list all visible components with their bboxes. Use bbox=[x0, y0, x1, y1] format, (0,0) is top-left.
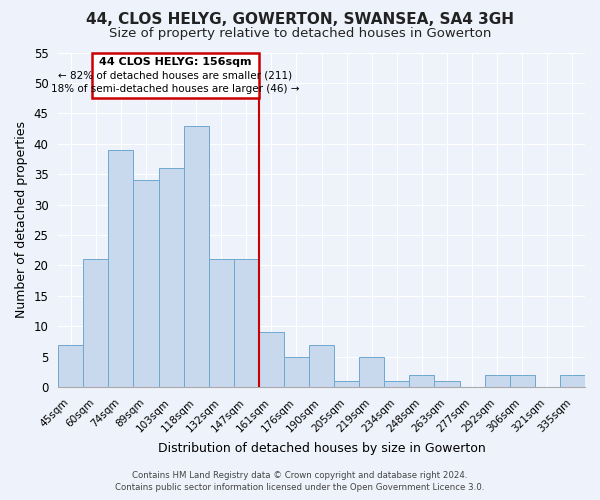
Bar bbox=[434, 381, 460, 387]
Text: ← 82% of detached houses are smaller (211): ← 82% of detached houses are smaller (21… bbox=[58, 71, 293, 81]
Bar bbox=[133, 180, 158, 387]
Text: 44 CLOS HELYG: 156sqm: 44 CLOS HELYG: 156sqm bbox=[99, 58, 251, 68]
Bar bbox=[309, 344, 334, 387]
Bar bbox=[83, 260, 109, 387]
Bar bbox=[58, 344, 83, 387]
Y-axis label: Number of detached properties: Number of detached properties bbox=[15, 122, 28, 318]
Bar bbox=[109, 150, 133, 387]
Bar bbox=[485, 375, 510, 387]
Bar bbox=[284, 356, 309, 387]
X-axis label: Distribution of detached houses by size in Gowerton: Distribution of detached houses by size … bbox=[158, 442, 485, 455]
Bar bbox=[384, 381, 409, 387]
Bar bbox=[560, 375, 585, 387]
Bar bbox=[359, 356, 384, 387]
Text: Contains HM Land Registry data © Crown copyright and database right 2024.
Contai: Contains HM Land Registry data © Crown c… bbox=[115, 471, 485, 492]
Text: 44, CLOS HELYG, GOWERTON, SWANSEA, SA4 3GH: 44, CLOS HELYG, GOWERTON, SWANSEA, SA4 3… bbox=[86, 12, 514, 28]
Bar bbox=[184, 126, 209, 387]
Bar bbox=[510, 375, 535, 387]
Bar bbox=[209, 260, 234, 387]
Bar bbox=[234, 260, 259, 387]
Bar bbox=[334, 381, 359, 387]
FancyBboxPatch shape bbox=[92, 52, 259, 98]
Bar bbox=[409, 375, 434, 387]
Bar bbox=[158, 168, 184, 387]
Text: 18% of semi-detached houses are larger (46) →: 18% of semi-detached houses are larger (… bbox=[51, 84, 299, 94]
Text: Size of property relative to detached houses in Gowerton: Size of property relative to detached ho… bbox=[109, 28, 491, 40]
Bar bbox=[259, 332, 284, 387]
